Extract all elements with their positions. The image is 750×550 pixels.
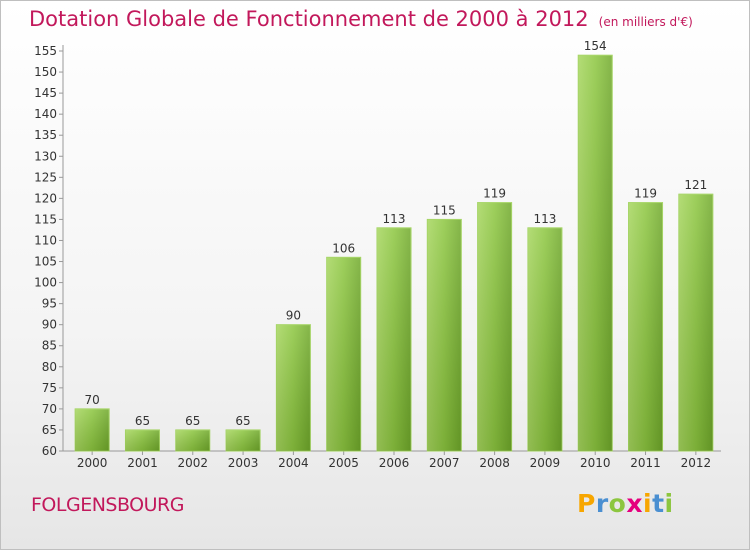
x-tick-label: 2005	[328, 456, 359, 470]
commune-name: FOLGENSBOURG	[31, 494, 184, 516]
x-tick-label: 2000	[77, 456, 108, 470]
y-tick-label: 75	[42, 381, 57, 395]
y-tick-label: 120	[34, 191, 57, 205]
data-label-2001: 65	[135, 414, 150, 428]
bar-shade-2010	[578, 55, 613, 452]
y-tick-label: 155	[34, 44, 57, 58]
x-tick-label: 2011	[630, 456, 661, 470]
bar-shade-2007	[427, 219, 462, 451]
proxiti-logo-letter: P	[577, 489, 596, 518]
chart-axes: 60 65 70 75 80 85 90 95 100 105 110 115 120 125 130 135…	[34, 44, 721, 470]
data-label-2012: 121	[684, 178, 707, 192]
y-tick-label: 100	[34, 276, 57, 290]
y-tick-label: 145	[34, 86, 57, 100]
bar-shade-2003	[226, 429, 261, 451]
y-tick-label: 125	[34, 170, 57, 184]
x-tick-label: 2003	[228, 456, 259, 470]
bar-shade-2011	[628, 202, 663, 451]
chart-bars	[74, 54, 714, 452]
y-tick-label: 90	[42, 318, 57, 332]
data-label-2003: 65	[235, 414, 250, 428]
proxiti-logo-letter: x	[626, 489, 643, 518]
y-tick-label: 135	[34, 128, 57, 142]
proxiti-logo-letter: r	[595, 489, 609, 518]
data-label-2007: 115	[433, 203, 456, 217]
chart-data-labels: 70 65 65 65 90 106 113 115 119 113 154 119 121	[85, 39, 708, 428]
chart-title-main: Dotation Globale de Fonctionnement de 20…	[29, 7, 589, 31]
y-tick-label: 65	[42, 423, 57, 437]
proxiti-logo-letter: i	[664, 489, 674, 518]
bar-shade-2005	[326, 257, 361, 451]
data-label-2005: 106	[332, 241, 355, 255]
x-tick-label: 2008	[479, 456, 510, 470]
data-label-2009: 113	[533, 212, 556, 226]
y-tick-label: 70	[42, 402, 57, 416]
bar-shade-2004	[276, 324, 311, 451]
proxiti-logo-letter: t	[652, 489, 665, 518]
y-tick-label: 140	[34, 107, 57, 121]
bar-shade-2009	[527, 227, 562, 451]
data-label-2004: 90	[286, 309, 301, 323]
data-label-2010: 154	[584, 39, 607, 53]
bar-shade-2012	[678, 194, 713, 451]
chart-title: Dotation Globale de Fonctionnement de 20…	[29, 7, 693, 31]
x-tick-label: 2004	[278, 456, 309, 470]
y-tick-label: 110	[34, 233, 57, 247]
x-tick-label: 2001	[127, 456, 158, 470]
proxiti-logo-letter: o	[608, 489, 627, 518]
x-tick-label: 2006	[379, 456, 410, 470]
x-tick-label: 2009	[530, 456, 561, 470]
y-tick-label: 105	[34, 255, 57, 269]
y-tick-label: 150	[34, 65, 57, 79]
y-tick-label: 80	[42, 360, 57, 374]
y-tick-label: 85	[42, 339, 57, 353]
data-label-2006: 113	[383, 212, 406, 226]
proxiti-logo-letter: i	[643, 489, 653, 518]
x-tick-label: 2002	[177, 456, 208, 470]
y-tick-label: 60	[42, 444, 57, 458]
chart-subtitle: (en milliers d'€)	[598, 15, 693, 29]
y-tick-label: 115	[34, 212, 57, 226]
x-tick-label: 2012	[681, 456, 712, 470]
x-tick-label: 2010	[580, 456, 611, 470]
data-label-2011: 119	[634, 187, 657, 201]
bar-shade-2002	[175, 429, 210, 451]
y-tick-label: 130	[34, 149, 57, 163]
bar-shade-2008	[477, 202, 512, 451]
bar-shade-2000	[75, 408, 110, 451]
data-label-2000: 70	[85, 393, 100, 407]
bar-shade-2001	[125, 429, 160, 451]
proxiti-logo[interactable]: Proxiti	[577, 489, 674, 518]
bar-shade-2006	[377, 227, 411, 451]
x-tick-label: 2007	[429, 456, 460, 470]
y-tick-label: 95	[42, 297, 57, 311]
data-label-2002: 65	[185, 414, 200, 428]
data-label-2008: 119	[483, 187, 506, 201]
